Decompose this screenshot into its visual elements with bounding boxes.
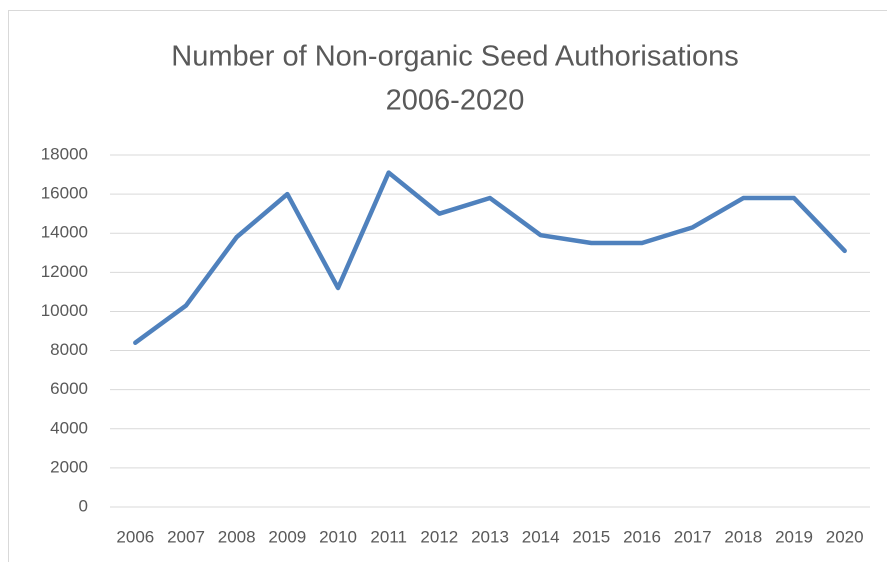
x-tick-label: 2007 bbox=[167, 527, 205, 546]
y-tick-label: 2000 bbox=[50, 457, 88, 476]
x-tick-label: 2020 bbox=[826, 527, 864, 546]
chart-border bbox=[8, 10, 887, 562]
x-tick-label: 2013 bbox=[471, 527, 509, 546]
x-tick-label: 2017 bbox=[674, 527, 712, 546]
chart-title: 2006-2020 bbox=[386, 85, 525, 117]
y-tick-label: 0 bbox=[79, 496, 88, 515]
x-tick-label: 2010 bbox=[319, 527, 357, 546]
y-tick-label: 14000 bbox=[41, 223, 88, 242]
y-tick-label: 4000 bbox=[50, 418, 88, 437]
chart-title: Number of Non-organic Seed Authorisation… bbox=[171, 41, 738, 73]
x-tick-label: 2008 bbox=[218, 527, 256, 546]
y-tick-label: 16000 bbox=[41, 184, 88, 203]
y-tick-label: 6000 bbox=[50, 379, 88, 398]
y-tick-label: 18000 bbox=[41, 144, 88, 163]
x-tick-label: 2019 bbox=[775, 527, 813, 546]
y-tick-label: 10000 bbox=[41, 301, 88, 320]
x-tick-label: 2015 bbox=[572, 527, 610, 546]
x-tick-label: 2006 bbox=[116, 527, 154, 546]
x-tick-label: 2009 bbox=[268, 527, 306, 546]
y-tick-label: 12000 bbox=[41, 262, 88, 281]
x-tick-label: 2016 bbox=[623, 527, 661, 546]
x-tick-label: 2011 bbox=[370, 527, 407, 546]
x-tick-label: 2014 bbox=[522, 527, 560, 546]
x-tick-label: 2018 bbox=[724, 527, 762, 546]
x-tick-label: 2012 bbox=[420, 527, 458, 546]
data-line bbox=[133, 170, 847, 345]
y-tick-label: 8000 bbox=[50, 340, 88, 359]
